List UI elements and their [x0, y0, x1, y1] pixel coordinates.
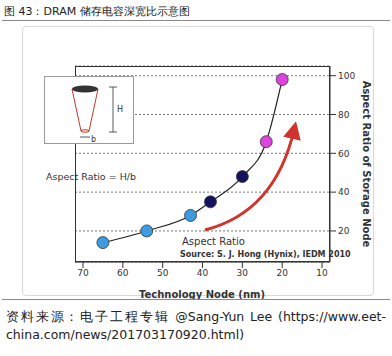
svg-text:30: 30 — [237, 268, 249, 278]
svg-text:80: 80 — [338, 110, 350, 120]
svg-text:40: 40 — [197, 268, 209, 278]
html-text:Technology Node (nm): Technology Node (nm) — [138, 289, 266, 300]
svg-text:100: 100 — [338, 71, 355, 81]
html-text:Aspect Ratio of Storage Node: Aspect Ratio of Storage Node — [360, 80, 372, 248]
svg-text:40: 40 — [338, 187, 350, 197]
svg-text:b: b — [91, 135, 96, 143]
svg-text:10: 10 — [316, 268, 328, 278]
html-text:Aspect Ratio = H/b: Aspect Ratio = H/b — [46, 171, 137, 182]
html-text:Aspect Ratio: Aspect Ratio — [182, 236, 245, 247]
svg-text:20: 20 — [338, 226, 350, 236]
svg-text:70: 70 — [77, 268, 89, 278]
svg-text:20: 20 — [276, 268, 288, 278]
html-text:资料来源：电子工程专辑 @Sang-Yun Lee (htt: 资料来源：电子工程专辑 @Sang-Yun Lee (https://www.e… — [6, 309, 386, 342]
svg-text:H: H — [117, 105, 123, 114]
svg-text:60: 60 — [117, 268, 129, 278]
svg-text:50: 50 — [157, 268, 169, 278]
html-text:图 43：DRAM 储存电容深宽比示意图: 图 43：DRAM 储存电容深宽比示意图 — [4, 5, 190, 18]
html-text:Source: S. J. Hong (Hynix), IE: Source: S. J. Hong (Hynix), IEDM 2010 — [180, 250, 351, 259]
svg-text:60: 60 — [338, 149, 350, 159]
